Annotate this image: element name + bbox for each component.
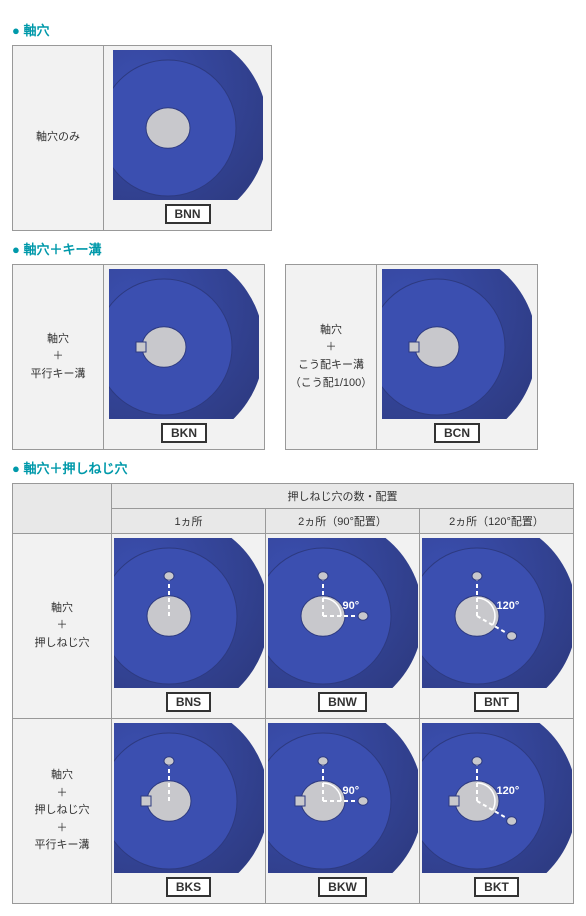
section-title-bore: ● 軸穴 <box>12 20 574 39</box>
cell-bkn: BKN <box>104 265 265 450</box>
section-title-bore-key: ● 軸穴＋キー溝 <box>12 239 574 258</box>
code-bcn: BCN <box>434 423 480 443</box>
col-0: 1ヵ所 <box>112 509 266 534</box>
code-bkt: BKT <box>474 877 519 897</box>
row-label-bkn: 軸穴＋平行キー溝 <box>13 265 104 450</box>
thumb-bkt: 120° <box>422 723 572 873</box>
code-bkn: BKN <box>161 423 207 443</box>
code-bks: BKS <box>166 877 211 897</box>
section-title-bore-set: ● 軸穴＋押しねじ穴 <box>12 458 574 477</box>
cell-bnw: 90° BNW <box>266 534 420 719</box>
cell-bns: BNS <box>112 534 266 719</box>
thumb-bnn <box>113 50 263 200</box>
row-label-set-1: 軸穴＋押しねじ穴＋平行キー溝 <box>13 719 112 904</box>
thumb-bnt: 120° <box>422 538 572 688</box>
table-bore-set: 押しねじ穴の数・配置 1ヵ所 2ヵ所（90°配置） 2ヵ所（120°配置） 軸穴… <box>12 483 574 904</box>
code-bkw: BKW <box>318 877 367 897</box>
thumb-bns <box>114 538 264 688</box>
thumb-bkw: 90° <box>268 723 418 873</box>
thumb-bks <box>114 723 264 873</box>
angle-label-bkt: 120° <box>497 785 520 797</box>
angle-label-bnt: 120° <box>497 600 520 612</box>
corner-blank <box>13 484 112 534</box>
col-2: 2ヵ所（120°配置） <box>420 509 574 534</box>
thumb-bkn <box>109 269 259 419</box>
header-top: 押しねじ穴の数・配置 <box>112 484 574 509</box>
code-bnt: BNT <box>474 692 519 712</box>
angle-label-bkw: 90° <box>343 785 360 797</box>
table-bore: 軸穴のみ BNN <box>12 45 272 231</box>
table-bkn: 軸穴＋平行キー溝 BKN <box>12 264 265 450</box>
row-label-set-0: 軸穴＋押しねじ穴 <box>13 534 112 719</box>
row-label-bnn: 軸穴のみ <box>13 46 104 231</box>
thumb-bnw: 90° <box>268 538 418 688</box>
cell-bks: BKS <box>112 719 266 904</box>
code-bns: BNS <box>166 692 211 712</box>
cell-bnt: 120° BNT <box>420 534 574 719</box>
row-label-bcn: 軸穴＋こう配キー溝（こう配1/100） <box>286 265 377 450</box>
code-bnw: BNW <box>318 692 367 712</box>
code-bnn: BNN <box>165 204 211 224</box>
table-bcn: 軸穴＋こう配キー溝（こう配1/100） BCN <box>285 264 538 450</box>
cell-bnn: BNN <box>104 46 272 231</box>
cell-bkw: 90° BKW <box>266 719 420 904</box>
thumb-bcn <box>382 269 532 419</box>
cell-bkt: 120° BKT <box>420 719 574 904</box>
col-1: 2ヵ所（90°配置） <box>266 509 420 534</box>
angle-label-bnw: 90° <box>343 600 360 612</box>
cell-bcn: BCN <box>377 265 538 450</box>
